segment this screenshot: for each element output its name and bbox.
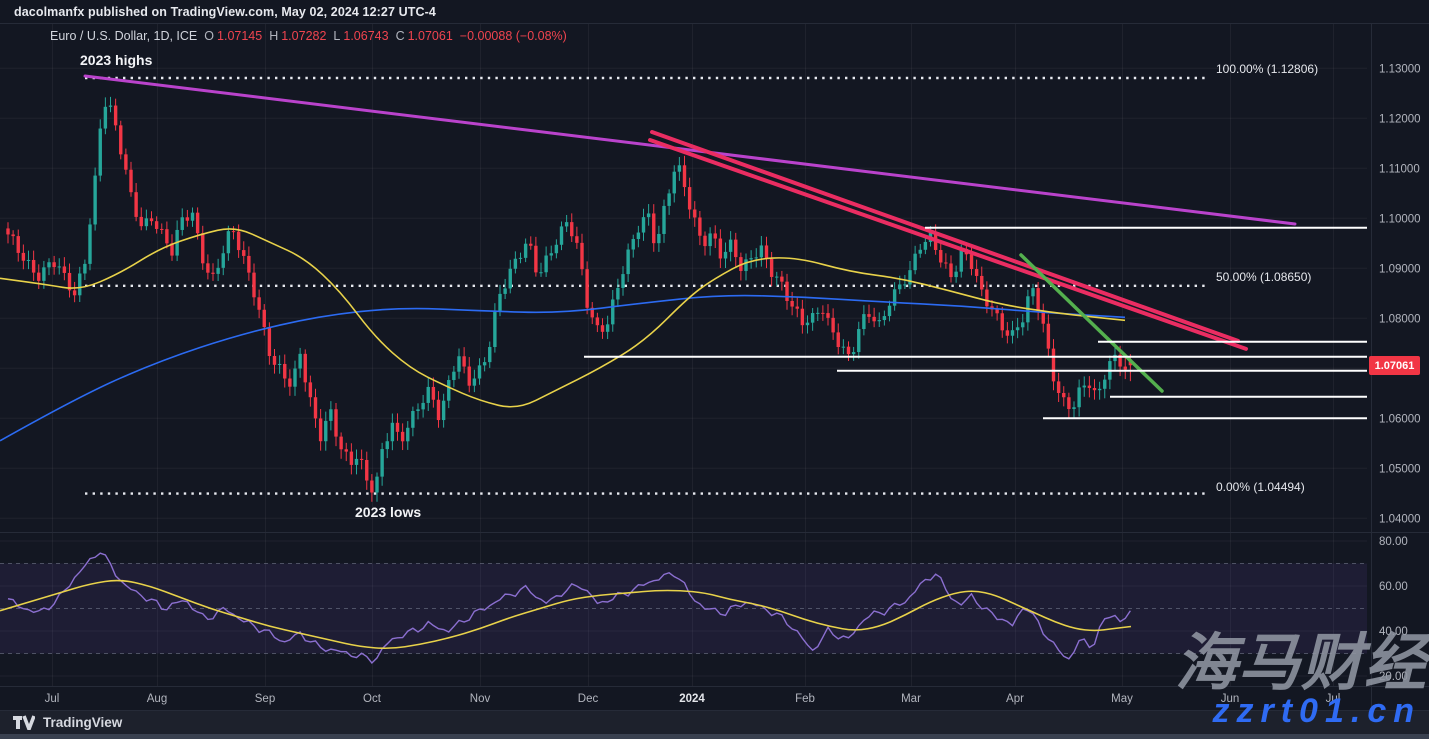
change-value: −0.00088 (−0.08%) — [459, 29, 567, 43]
green-steep-trendline — [1019, 253, 1164, 393]
price-axis-label: 1.13000 — [1379, 63, 1421, 75]
price-axis-label: 1.06000 — [1379, 413, 1421, 425]
low-label: L — [333, 29, 341, 43]
last-price-badge: 1.07061 — [1369, 356, 1420, 375]
support-resistance-lines[interactable] — [584, 226, 1367, 420]
high-value: 1.07282 — [281, 29, 327, 43]
time-axis-label: Apr — [1006, 693, 1024, 705]
close-value: 1.07061 — [407, 29, 453, 43]
rsi-axis-label: 40.00 — [1379, 626, 1408, 638]
price-axis-label: 1.11000 — [1379, 163, 1420, 175]
fib-retracement-lines[interactable] — [85, 76, 1207, 495]
crimson-channel-upper — [650, 130, 1240, 343]
time-axis-label: Dec — [578, 693, 599, 705]
rsi-indicator — [0, 552, 1132, 665]
chart-surface[interactable]: 1.13000 1.12000 1.11000 1.10000 1.09000 1.080… — [0, 24, 1429, 710]
time-axis-label: 2024 — [679, 693, 705, 705]
time-axis-label: Sep — [255, 693, 275, 705]
time-axis-label: Feb — [795, 693, 815, 705]
publish-bar: dacolmanfx published on TradingView.com,… — [0, 0, 1429, 24]
rsi-axis-label: 80.00 — [1379, 536, 1408, 548]
tradingview-logo-icon[interactable] — [13, 715, 35, 730]
time-axis[interactable]: Jul Aug Sep Oct Nov Dec 2024 Feb Mar Apr May Jun Jul — [45, 693, 1341, 705]
time-axis-label: Nov — [470, 693, 491, 705]
time-axis-label: Mar — [901, 693, 921, 705]
rsi-axis-label: 20.00 — [1379, 671, 1408, 683]
price-axis-label: 1.04000 — [1379, 513, 1421, 525]
rsi-axis-label: 60.00 — [1379, 581, 1408, 593]
price-axis-label: 1.10000 — [1379, 213, 1421, 225]
tradingview-brand-link[interactable]: TradingView — [43, 715, 123, 730]
fib-label-50: 50.00% (1.08650) — [1216, 270, 1312, 284]
publish-text: dacolmanfx published on TradingView.com,… — [14, 4, 436, 19]
price-axis-label: 1.09000 — [1379, 263, 1421, 275]
time-axis-label: Jun — [1221, 693, 1240, 705]
high-label: H — [269, 29, 279, 43]
watermark-url-text: zzrt01.cn — [1212, 692, 1421, 730]
low-value: 1.06743 — [343, 29, 389, 43]
price-axis-label: 1.12000 — [1379, 113, 1421, 125]
footer-bar: TradingView — [0, 710, 1429, 734]
watermark-cn-text: 海马财经 — [1174, 629, 1427, 698]
bottom-strip — [0, 734, 1429, 739]
symbol-legend[interactable]: Euro / U.S. Dollar, 1D, ICE O 1.07145 H … — [50, 29, 567, 43]
close-label: C — [395, 29, 405, 43]
price-axis-label: 1.08000 — [1379, 313, 1421, 325]
time-axis-label: Aug — [147, 693, 167, 705]
price-axis-label: 1.05000 — [1379, 463, 1421, 475]
rsi-band — [0, 563, 1367, 654]
candlestick-series — [6, 96, 1133, 502]
time-axis-label: Jul — [45, 693, 60, 705]
open-value: 1.07145 — [217, 29, 263, 43]
time-axis-label: May — [1111, 693, 1133, 705]
moving-averages — [0, 228, 1126, 442]
magenta-downtrend — [83, 74, 1297, 226]
annotation-2023-highs: 2023 highs — [80, 52, 153, 68]
last-price-text: 1.07061 — [1374, 359, 1415, 372]
time-axis-label: Jul — [1326, 693, 1341, 705]
open-label: O — [204, 29, 215, 43]
time-axis-label: Oct — [363, 693, 382, 705]
fib-label-100: 100.00% (1.12806) — [1216, 62, 1319, 76]
fib-label-0: 0.00% (1.04494) — [1216, 480, 1305, 494]
crimson-channel-lower — [648, 138, 1248, 351]
annotation-2023-lows: 2023 lows — [355, 504, 422, 520]
price-axis[interactable]: 1.13000 1.12000 1.11000 1.10000 1.09000 1.080… — [1379, 63, 1421, 683]
symbol-title: Euro / U.S. Dollar, 1D, ICE — [50, 29, 198, 43]
trendlines[interactable] — [83, 74, 1297, 393]
